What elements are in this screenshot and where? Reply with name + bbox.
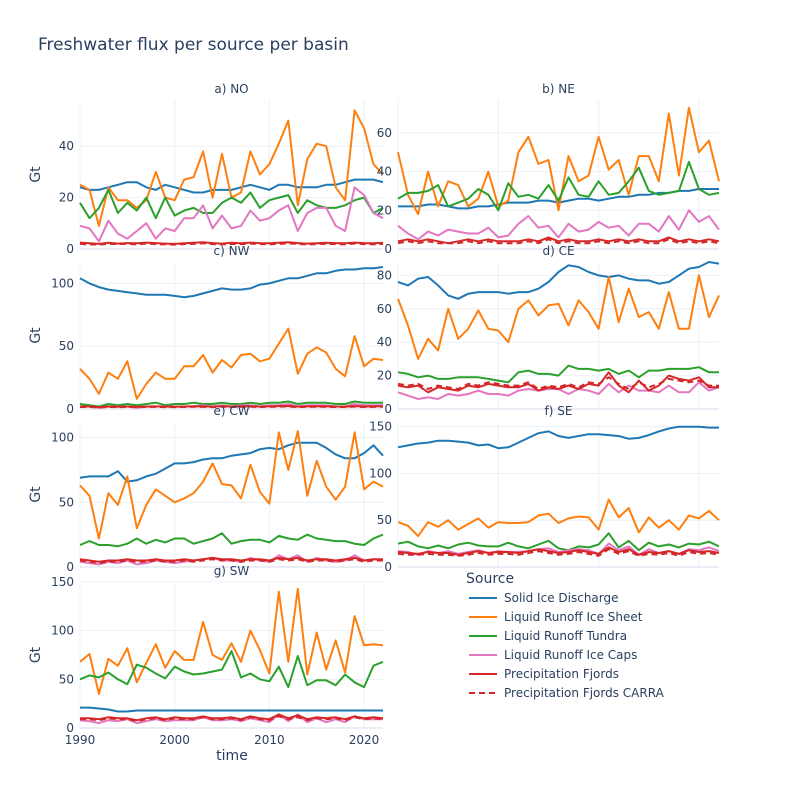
series-line-solid-ice-discharge [397, 261, 720, 300]
y-axis-title: Gt [28, 646, 44, 663]
y-tick-label: 0 [384, 560, 392, 574]
series-line-liquid-runoff-ice-sheet [79, 430, 384, 540]
x-tick-label: 2020 [349, 733, 380, 747]
y-axis-title: Gt [28, 327, 44, 344]
series-line-liquid-runoff-ice-caps [79, 186, 384, 243]
y-tick-label: 60 [377, 302, 392, 316]
series-line-solid-ice-discharge [79, 441, 384, 483]
series-line-liquid-runoff-ice-caps [397, 209, 720, 241]
y-tick-label: 50 [59, 495, 74, 509]
series-line-solid-ice-discharge [79, 178, 384, 194]
series-line-precipitation-fjords-carra [79, 558, 383, 565]
y-axis-title: Gt [28, 166, 44, 183]
series-line-liquid-runoff-tundra [397, 532, 720, 552]
x-tick-label: 2010 [254, 733, 285, 747]
y-tick-label: 100 [51, 431, 74, 445]
series-line-precipitation-fjords-carra [80, 405, 384, 409]
series-line-liquid-runoff-ice-sheet [79, 109, 384, 227]
y-tick-label: 80 [377, 268, 392, 282]
y-tick-label: 50 [377, 513, 392, 527]
series-line-precipitation-fjords [79, 556, 383, 563]
legend-item-label: Liquid Runoff Tundra [504, 629, 627, 643]
panel-2: 0 20 40 60 b) NE [377, 82, 720, 256]
legend-item-label: Solid Ice Discharge [504, 591, 619, 605]
series-line-liquid-runoff-ice-sheet [79, 587, 384, 695]
y-tick-label: 0 [66, 402, 74, 416]
series-line-precipitation-fjords [397, 546, 720, 556]
series-line-liquid-runoff-tundra [397, 160, 720, 212]
panel-subtitle: d) CE [542, 244, 574, 258]
chart-legend: Source Solid Ice Discharge Liquid Runoff … [466, 571, 665, 700]
series-line-liquid-runoff-tundra [79, 650, 384, 689]
x-tick-label: 1990 [65, 733, 96, 747]
series-line-solid-ice-discharge [80, 706, 383, 713]
legend-title: Source [466, 571, 514, 587]
y-tick-label: 40 [377, 165, 392, 179]
panel-subtitle: f) SE [545, 404, 573, 418]
series-line-liquid-runoff-tundra [79, 400, 383, 408]
panel-subtitle: a) NO [214, 82, 248, 96]
y-tick-label: 100 [51, 624, 74, 638]
legend-item-label: Liquid Runoff Ice Caps [504, 648, 637, 662]
panel-5: 0 50 100 e) CW Gt [28, 404, 384, 574]
x-tick-label: 2000 [159, 733, 190, 747]
series-line-precipitation-fjords-carra [80, 715, 384, 723]
panel-6: 0 50 100 150 f) SE [369, 404, 720, 574]
y-tick-label: 50 [59, 672, 74, 686]
y-tick-label: 40 [59, 139, 74, 153]
panel-subtitle: e) CW [213, 404, 249, 418]
series-line-precipitation-fjords-carra [397, 376, 719, 390]
y-tick-label: 0 [66, 560, 74, 574]
y-tick-label: 150 [369, 420, 392, 434]
y-tick-label: 60 [377, 126, 392, 140]
series-line-precipitation-fjords [397, 371, 719, 394]
panel-3: 0 50 100 c) NW Gt [28, 244, 384, 416]
y-tick-label: 0 [66, 242, 74, 256]
series-line-liquid-runoff-ice-sheet [397, 498, 720, 538]
series-line-liquid-runoff-tundra [79, 188, 384, 220]
x-axis-title: time [216, 748, 248, 764]
y-tick-label: 40 [377, 335, 392, 349]
series-line-precipitation-fjords-carra [397, 548, 720, 557]
series-line-liquid-runoff-ice-sheet [79, 327, 384, 400]
legend-item-label: Precipitation Fjords CARRA [504, 686, 665, 700]
panel-subtitle: b) NE [542, 82, 575, 96]
y-tick-label: 20 [377, 369, 392, 383]
legend-item-label: Liquid Runoff Ice Sheet [504, 610, 643, 624]
series-line-liquid-runoff-ice-sheet [397, 274, 720, 360]
y-tick-label: 100 [51, 276, 74, 290]
series-line-liquid-runoff-ice-caps [397, 381, 720, 400]
panel-7: 0 50 100 150 g) SW Gt [28, 564, 384, 735]
y-tick-label: 20 [59, 191, 74, 205]
series-line-solid-ice-discharge [79, 266, 384, 299]
y-axis-title: Gt [28, 486, 44, 503]
legend-item-label: Precipitation Fjords [504, 667, 619, 681]
y-tick-label: 0 [384, 402, 392, 416]
y-tick-label: 100 [369, 466, 392, 480]
y-tick-label: 0 [66, 721, 74, 735]
series-line-solid-ice-discharge [397, 425, 719, 450]
chart-title: Freshwater flux per source per basin [38, 35, 349, 55]
y-tick-label: 150 [51, 575, 74, 589]
series-line-liquid-runoff-tundra [397, 364, 719, 384]
y-tick-label: 0 [384, 242, 392, 256]
y-tick-label: 20 [377, 203, 392, 217]
series-line-liquid-runoff-ice-sheet [397, 106, 720, 216]
y-tick-label: 50 [59, 339, 74, 353]
panel-4: 0 20 40 60 80 d) CE [377, 244, 720, 416]
series-line-liquid-runoff-tundra [79, 532, 384, 548]
panel-subtitle: c) NW [214, 244, 250, 258]
panel-1: 0 20 40 a) NO Gt [28, 82, 384, 256]
series-line-precipitation-fjords-carra [79, 242, 384, 246]
series-line-precipitation-fjords-carra [397, 238, 720, 245]
chart-panels: 0 20 40 a) NO Gt 0 20 40 60 b) NE 0 50 100 c) NW Gt 0 20… [28, 82, 720, 747]
panel-subtitle: g) SW [214, 564, 250, 578]
